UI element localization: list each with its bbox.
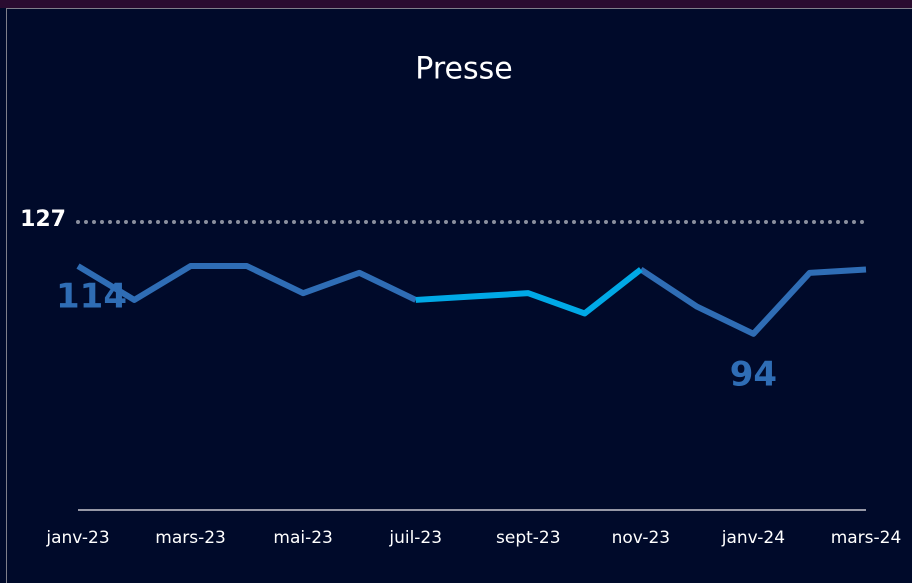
line-segment: [76, 263, 418, 303]
data-label: 114: [56, 277, 127, 317]
x-tick-label: mars-24: [831, 528, 902, 548]
reference-label: 127: [20, 207, 66, 232]
x-tick-label: juil-23: [388, 528, 442, 548]
x-tick-label: janv-23: [45, 528, 109, 548]
data-label: 94: [730, 354, 777, 394]
x-tick-label: janv-24: [721, 528, 785, 548]
highlight-segment: [415, 267, 643, 317]
x-tick-label: mai-23: [273, 528, 332, 548]
x-tick-label: nov-23: [612, 528, 671, 548]
x-tick-label: mars-23: [155, 528, 226, 548]
line-segment: [639, 266, 867, 337]
chart-title: Presse: [415, 52, 512, 87]
x-tick-label: sept-23: [496, 528, 561, 548]
card-border: [6, 8, 912, 583]
top-band: [0, 0, 912, 8]
